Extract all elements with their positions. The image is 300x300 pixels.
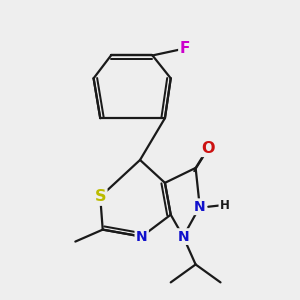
Text: S: S — [94, 189, 106, 204]
Text: N: N — [136, 230, 148, 244]
Text: N: N — [194, 200, 206, 214]
Text: O: O — [201, 140, 215, 155]
Text: F: F — [180, 41, 190, 56]
Text: N: N — [177, 230, 189, 244]
Text: H: H — [220, 199, 230, 212]
